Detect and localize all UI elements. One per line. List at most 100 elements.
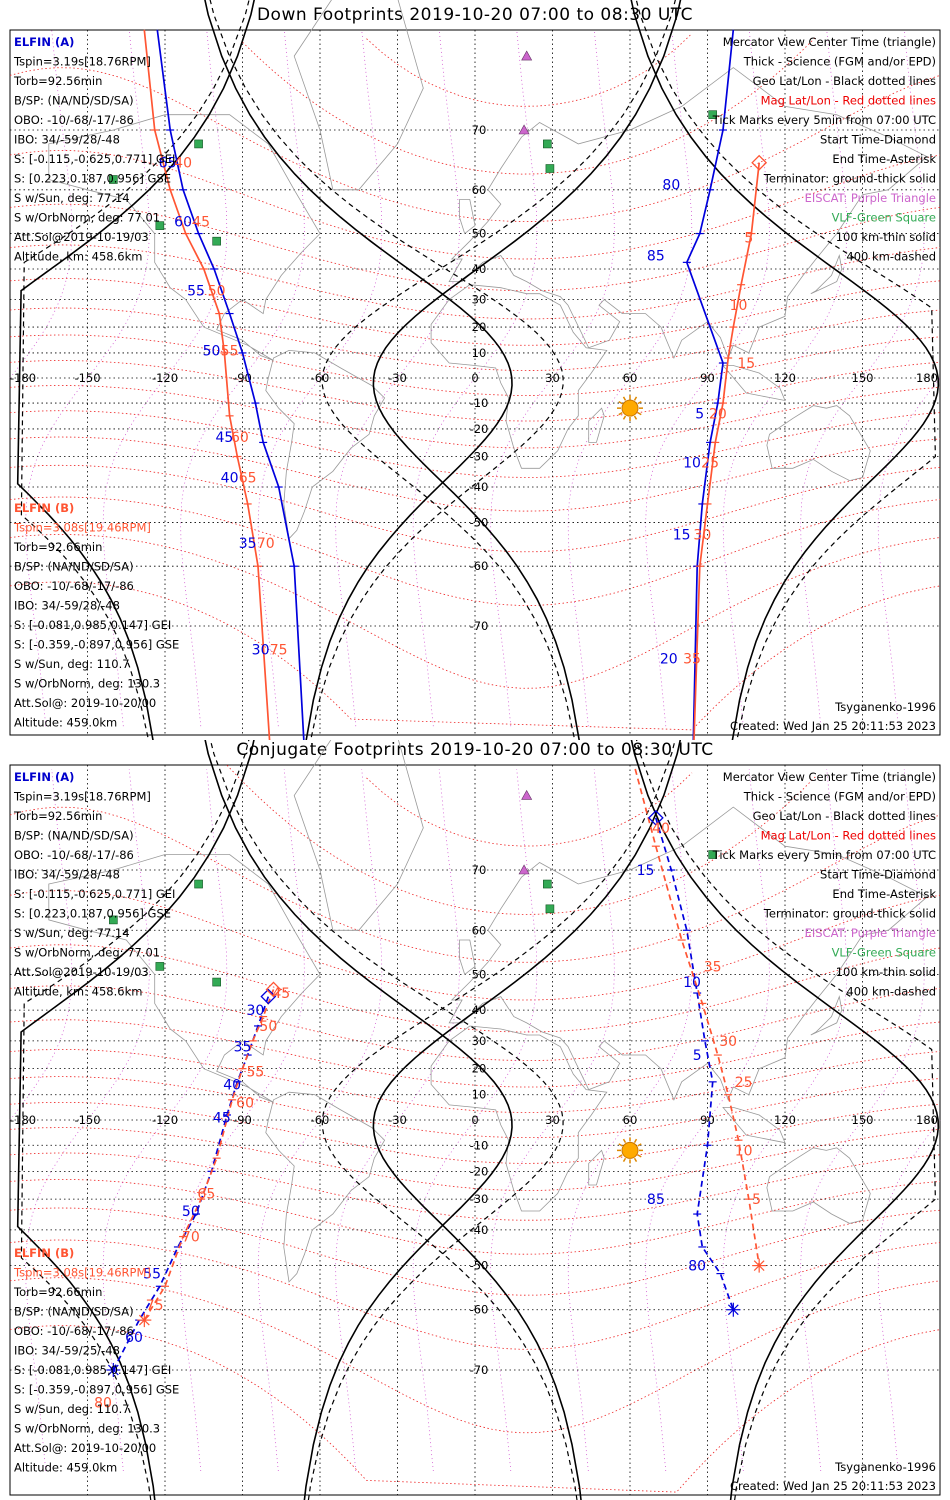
end-asterisk-icon	[753, 1260, 765, 1271]
mag-lat-line	[9, 1239, 941, 1350]
mag-lon-line	[490, 29, 615, 727]
x-tick-label: 120	[774, 1113, 796, 1127]
terminator-line	[204, 0, 513, 740]
legend-entry: Tick Marks every 5min from 07:00 UTC	[712, 113, 936, 127]
elfin-a-info-line: Att.Sol@2019-10-19/03	[14, 230, 149, 244]
x-tick-label: -180	[10, 1113, 36, 1127]
mag-lon-line	[102, 768, 228, 1472]
vlf-square-icon	[545, 164, 555, 173]
legend-entry: 100 km-thin solid	[836, 965, 936, 979]
elfin-b-info-line: Tspin=3.08s[19.46RPM]	[13, 1266, 151, 1280]
end-asterisk-icon	[138, 1314, 150, 1326]
y-tick-label: -10	[470, 1138, 489, 1152]
y-tick-label: -70	[470, 1363, 489, 1377]
mag-lat-line	[9, 1277, 941, 1434]
legend-entry: Geo Lat/Lon - Black dotted lines	[753, 809, 936, 823]
mag-lon-line	[490, 768, 615, 1472]
coastline	[448, 67, 928, 360]
mag-lon-line	[877, 377, 941, 727]
y-tick-label: -70	[470, 619, 489, 633]
coastline	[810, 995, 843, 1036]
time-tick-label: 40	[221, 470, 239, 486]
mag-lon-line	[567, 29, 693, 727]
elfin-b-info-line: Altitude: 459.0km	[14, 716, 117, 730]
time-tick-label: 25	[701, 455, 719, 471]
time-tick-label: 5	[693, 1048, 702, 1064]
vlf-square-icon	[212, 977, 221, 987]
y-tick-label: 40	[472, 262, 487, 276]
time-tick-label: 15	[637, 863, 655, 879]
time-tick-label: 65	[239, 470, 257, 486]
time-tick-label: 35	[683, 651, 701, 667]
coastline	[430, 284, 608, 469]
time-tick-label: 80	[662, 178, 680, 194]
sun-disk	[621, 399, 639, 417]
conjugate-chart-title: Conjugate Footprints 2019-10-20 07:00 to…	[236, 740, 714, 760]
legend-entry: 400 km-dashed	[846, 985, 936, 999]
mag-lon-line	[180, 29, 305, 727]
mag-lat-line	[9, 890, 941, 1001]
elfin-a-info-line: B/SP: (NA/ND/SD/SA)	[14, 829, 134, 843]
coastline	[48, 854, 321, 1103]
elfin-b-track	[634, 768, 761, 1266]
elfin-b-info-line: S: [-0.081,0.985,0.147] GEI	[14, 1363, 171, 1377]
legend-entry: Mag Lat/Lon - Red dotted lines	[761, 829, 936, 843]
spacecraft-info: ELFIN (A) Tspin=3.19s[18.76RPM] Torb=92.56…	[13, 35, 179, 730]
coastline	[722, 365, 786, 402]
time-tick-label: 70	[182, 1230, 200, 1246]
time-tick-label: 40	[223, 1077, 241, 1093]
time-tick-label: 50	[259, 1019, 277, 1035]
x-tick-label: 30	[545, 371, 560, 385]
terminator-line	[204, 740, 513, 1500]
y-tick-label: 70	[472, 863, 487, 877]
sun-ray	[622, 1138, 627, 1143]
x-tick-label: -150	[74, 371, 100, 385]
time-tick-label: 15	[673, 527, 691, 543]
vlf-square-icon	[708, 110, 717, 119]
created-timestamp: Created: Wed Jan 25 20:11:53 2023	[730, 1479, 936, 1493]
terminator-line	[635, 740, 937, 1500]
time-tick-label: 10	[683, 455, 701, 471]
vlf-square-icon	[708, 850, 717, 859]
time-tick-label: 60	[125, 1330, 143, 1346]
coastline	[48, 114, 321, 361]
elfin-a-info-line: S w/OrbNorm, deg: 77.01	[14, 211, 160, 225]
x-tick-label: -120	[152, 1113, 178, 1127]
elfin-b-info-line: S: [-0.359,-0.897,0.956] GSE	[14, 1383, 179, 1397]
y-tick-label: -50	[470, 1259, 489, 1273]
time-tick-label: 10	[683, 975, 701, 991]
down-chart-title: Down Footprints 2019-10-20 07:00 to 08:3…	[256, 5, 694, 25]
terminator-line	[372, 0, 682, 740]
elfin-b-info-line: B/SP: (NA/ND/SD/SA)	[14, 1305, 134, 1319]
legend-entry: VLF-Green Square	[832, 211, 936, 225]
time-tick-label: 10	[730, 298, 748, 314]
elfin-a-info-line: IBO: 34/-59/28/-48	[14, 133, 120, 147]
y-tick-label: -40	[470, 1223, 489, 1237]
time-tick-label: 10	[735, 1143, 753, 1159]
time-tick-label: 60	[231, 430, 249, 446]
legend-entry: Start Time-Diamond	[820, 133, 936, 147]
vlf-square-icon	[194, 879, 203, 889]
coastline-layer	[48, 740, 928, 1283]
time-tick-label: 20	[660, 651, 678, 667]
terminator-layer	[16, 740, 940, 1500]
vlf-square-icon	[155, 962, 165, 971]
sun-ray	[633, 396, 638, 401]
elfin-a-info-line: S w/Sun, deg: 77.14	[14, 191, 130, 205]
elfin-b-info-line: Att.Sol@: 2019-10-20/00	[14, 696, 156, 710]
elfin-a-info-line: Altitude, km: 458.6km	[14, 250, 142, 264]
mag-lat-line	[366, 772, 693, 847]
start-diamond-icon	[260, 988, 277, 1005]
elfin-a-info-line: Torb=92.56min	[13, 74, 102, 88]
time-tick-label: 30	[247, 1003, 265, 1019]
coastline	[766, 405, 871, 482]
sun-ray	[633, 1138, 638, 1143]
eiscat-triangle-icon	[518, 864, 530, 875]
mag-lat-line	[9, 944, 941, 1033]
elfin-b-info-line: Tspin=3.08s[19.46RPM]	[13, 521, 151, 535]
x-tick-label: 60	[623, 371, 638, 385]
legend-entry: EISCAT: Purple Triangle	[805, 191, 936, 205]
vlf-square-icon	[543, 139, 552, 149]
elfin-a-info-line: S: [0.223,0.187,0.956] GSE	[14, 907, 171, 921]
